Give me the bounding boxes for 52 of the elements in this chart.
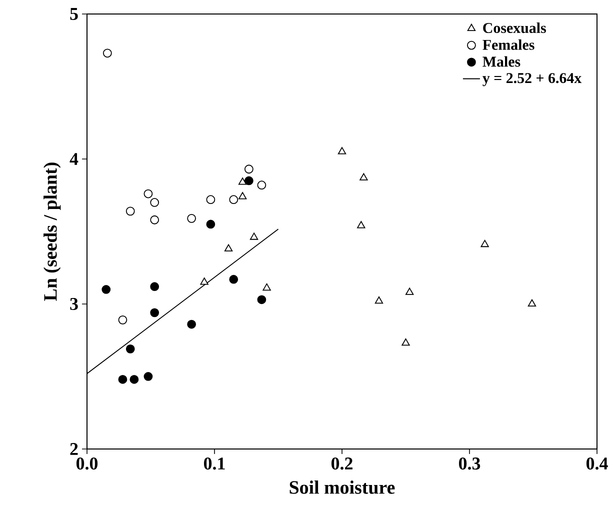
y-axis-title: Ln (seeds / plant) bbox=[44, 162, 61, 301]
point bbox=[150, 198, 160, 207]
point bbox=[338, 147, 346, 154]
point bbox=[357, 221, 366, 228]
legend-label: Females bbox=[482, 39, 534, 50]
point bbox=[229, 274, 238, 284]
point bbox=[528, 299, 536, 307]
point bbox=[200, 278, 208, 285]
y-tick-label: 3 bbox=[70, 298, 78, 310]
point bbox=[229, 195, 238, 204]
point bbox=[206, 195, 216, 204]
point bbox=[102, 285, 111, 294]
point bbox=[150, 308, 160, 318]
point bbox=[102, 48, 112, 58]
point bbox=[118, 374, 128, 384]
x-axis-title: Soil moisture bbox=[290, 480, 395, 494]
point bbox=[150, 215, 160, 224]
point bbox=[257, 295, 266, 304]
point bbox=[206, 220, 216, 229]
y-tick-label: 4 bbox=[70, 153, 78, 165]
point bbox=[244, 164, 254, 174]
y-tick-label: 5 bbox=[70, 8, 78, 20]
point bbox=[144, 372, 153, 381]
point bbox=[244, 176, 254, 186]
point bbox=[250, 232, 258, 240]
point bbox=[402, 338, 410, 346]
point bbox=[150, 282, 160, 292]
x-tick-label: 0.3 bbox=[458, 458, 480, 470]
legend-label: y = 2.52 + 6.64x bbox=[482, 73, 582, 86]
legend-label: Males bbox=[482, 56, 520, 67]
x-tick-label: 0.0 bbox=[76, 458, 98, 470]
legend-label: Cosexuals bbox=[483, 22, 546, 34]
point bbox=[126, 344, 135, 354]
point bbox=[238, 192, 247, 200]
point bbox=[257, 180, 266, 190]
point bbox=[187, 214, 196, 223]
x-tick-label: 0.1 bbox=[204, 458, 225, 470]
point bbox=[262, 283, 271, 291]
point bbox=[405, 288, 414, 295]
x-tick-label: 0.4 bbox=[586, 458, 608, 470]
point bbox=[130, 374, 139, 384]
point bbox=[224, 244, 233, 252]
point bbox=[374, 296, 384, 304]
y-tick-label: 2 bbox=[70, 443, 78, 455]
point bbox=[480, 240, 489, 248]
point bbox=[360, 173, 368, 180]
point bbox=[118, 315, 128, 324]
point bbox=[144, 189, 153, 198]
point bbox=[238, 178, 247, 185]
point bbox=[126, 206, 135, 216]
x-tick-label: 0.2 bbox=[331, 458, 352, 470]
point bbox=[187, 320, 196, 329]
